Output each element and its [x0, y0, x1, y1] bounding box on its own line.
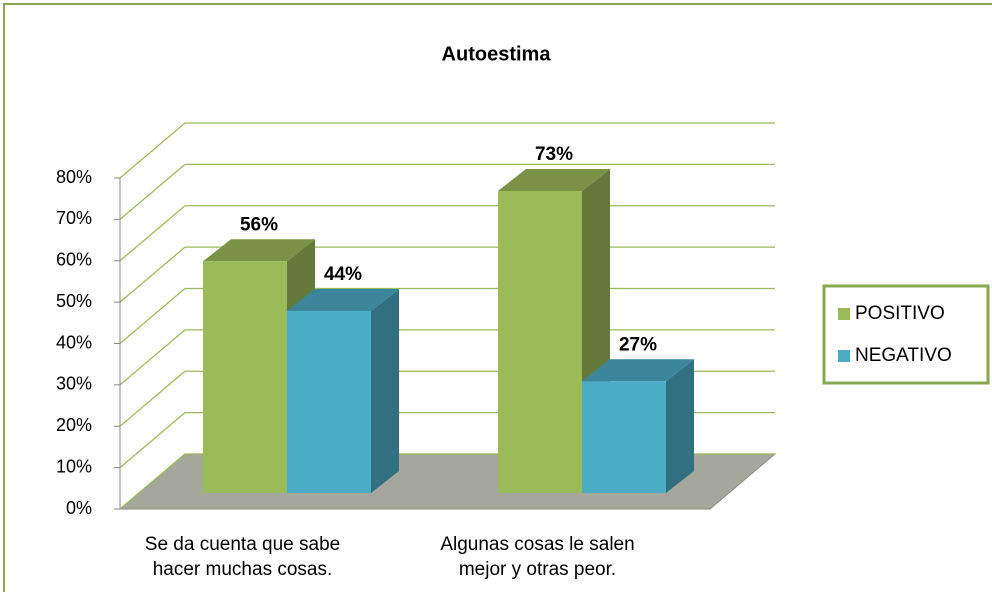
bar-top — [203, 239, 315, 262]
y-tick-label: 10% — [56, 456, 92, 476]
bar-top — [582, 359, 694, 382]
bar-top — [287, 288, 399, 311]
bar-top — [498, 168, 610, 191]
grid-line-side — [119, 370, 186, 427]
legend-swatch — [838, 350, 850, 362]
y-tick-label: 80% — [56, 167, 92, 187]
grid-line-side — [119, 329, 186, 386]
bar-side — [666, 359, 694, 493]
y-tick-label: 40% — [56, 332, 92, 352]
chart-frame — [3, 3, 992, 592]
grid-line-side — [119, 288, 186, 344]
x-tick-label: Se da cuenta que sabe hacer muchas cosas… — [144, 534, 341, 580]
grid-line-side — [119, 163, 186, 220]
y-tick-label: 30% — [56, 374, 92, 394]
chart-title: Autoestima — [442, 43, 552, 65]
grid-line-side — [119, 122, 186, 179]
y-tick-label: 70% — [56, 208, 92, 228]
grid-line-side — [119, 246, 186, 303]
data-label: 73% — [535, 144, 573, 165]
bar-side — [371, 288, 399, 493]
legend-label: POSITIVO — [855, 303, 945, 324]
x-tick-label: Algunas cosas le salen mejor y otras peo… — [440, 534, 635, 580]
y-tick-label: 20% — [56, 415, 92, 435]
y-tick-label: 60% — [56, 250, 92, 270]
y-tick-label: 50% — [56, 291, 92, 311]
legend-box — [822, 284, 990, 385]
bar — [582, 381, 666, 493]
data-label: 44% — [324, 264, 362, 285]
legend-label: NEGATIVO — [855, 345, 952, 366]
grid-line-side — [119, 453, 186, 510]
bar — [203, 261, 287, 493]
data-label: 27% — [619, 334, 657, 355]
data-label: 56% — [240, 214, 278, 235]
grid-line-side — [119, 205, 186, 262]
grid-line-side — [119, 412, 186, 469]
legend-swatch — [838, 308, 850, 320]
bar — [287, 310, 371, 493]
y-tick-label: 0% — [66, 498, 92, 518]
bar — [498, 190, 582, 493]
